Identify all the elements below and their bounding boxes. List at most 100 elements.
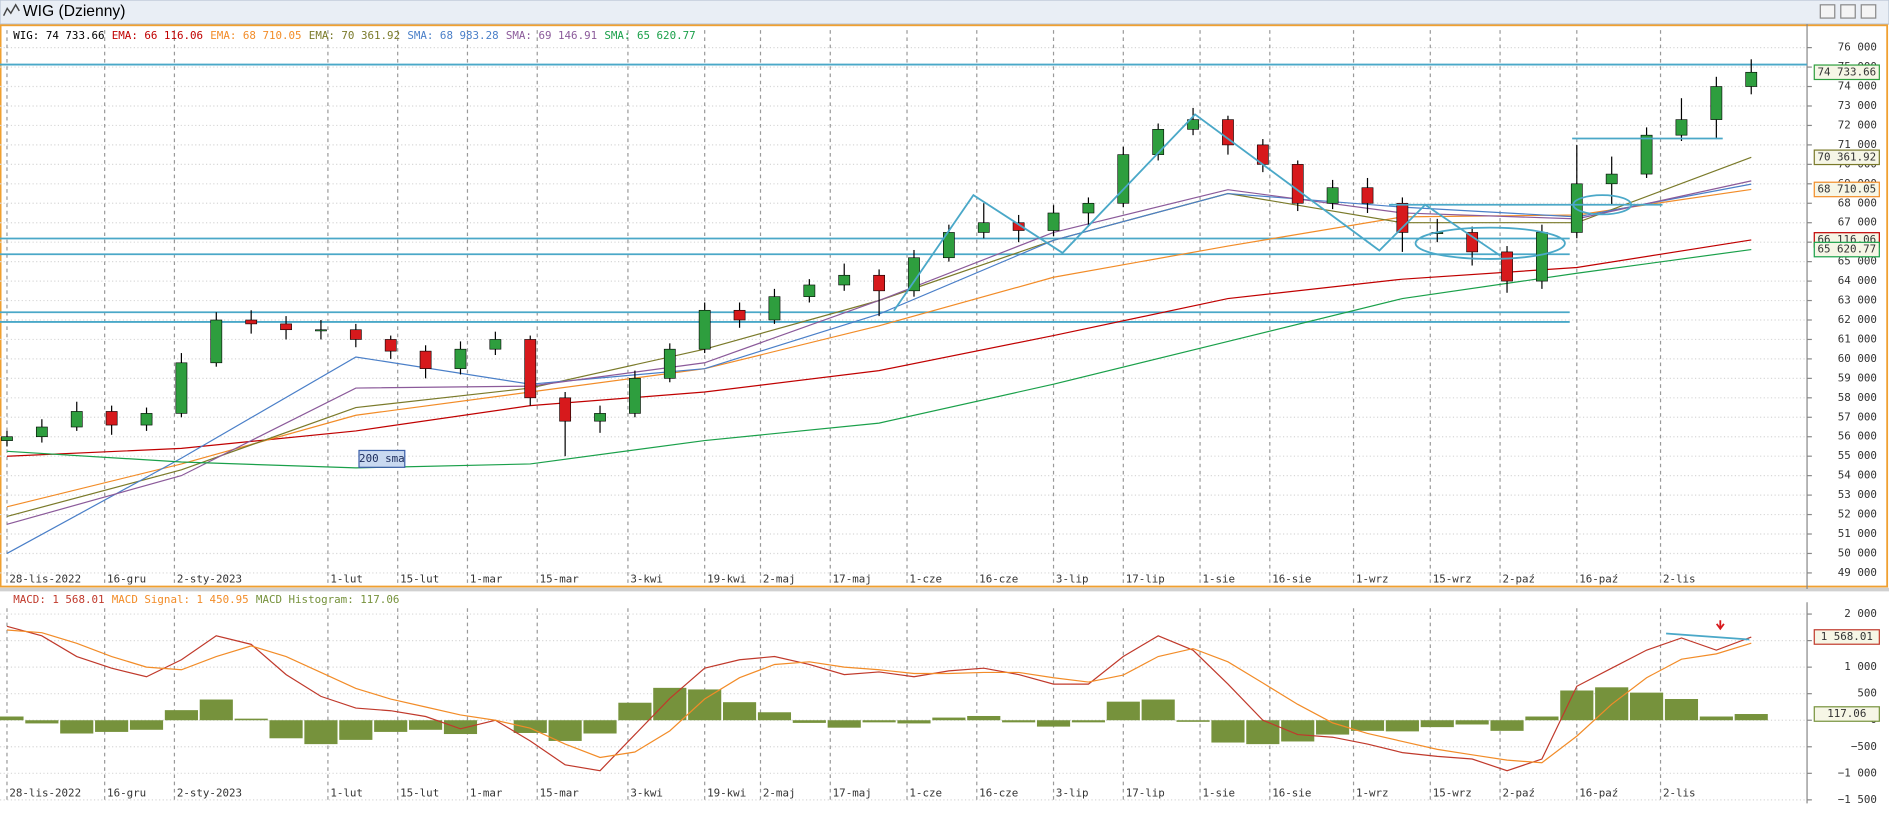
x-tick-label: 1-cze — [909, 787, 942, 800]
x-tick-label: 16-sie — [1272, 572, 1311, 585]
x-tick-label: 2-lis — [1663, 572, 1696, 585]
histogram-bar — [932, 717, 966, 721]
candle-body — [1640, 134, 1653, 175]
y-tick-label: 58 000 — [1838, 391, 1877, 404]
candle-body — [454, 348, 467, 369]
candle-body — [977, 222, 990, 233]
histogram-bar — [827, 720, 861, 728]
window-icon — [2, 3, 20, 16]
y-tick-label: 63 000 — [1838, 294, 1877, 307]
candle-body — [1501, 251, 1513, 282]
candle-body — [1117, 154, 1130, 204]
value-box-label: 1 568.01 — [1821, 630, 1873, 643]
candle-body — [1361, 187, 1374, 204]
title-bar — [0, 0, 1889, 25]
x-tick-label: 17-maj — [833, 787, 872, 800]
x-tick-label: 15-mar — [540, 787, 580, 800]
histogram-bar — [1455, 720, 1489, 725]
y-tick-label: 50 000 — [1838, 546, 1877, 559]
window-title: WIG (Dzienny) — [23, 3, 126, 20]
histogram-bar — [757, 712, 792, 721]
histogram-bar — [60, 720, 94, 734]
histogram-bar — [129, 720, 164, 730]
minimize-button[interactable] — [1819, 4, 1836, 19]
histogram-bar — [1420, 720, 1454, 728]
panel-separator — [0, 587, 1889, 592]
candle-body — [698, 309, 711, 350]
histogram-bar — [0, 716, 24, 721]
value-box — [1813, 149, 1880, 166]
x-tick-label: 28-lis-2022 — [9, 572, 81, 585]
histogram-bar — [25, 720, 59, 724]
candle-body — [1012, 222, 1025, 231]
x-tick-label: 1-wrz — [1356, 787, 1389, 800]
y-tick-label: 65 000 — [1838, 255, 1877, 268]
histogram-bar — [1664, 698, 1699, 721]
candle-body — [733, 309, 746, 321]
value-box-label: 70 361.92 — [1817, 150, 1876, 163]
y-tick-label: 67 000 — [1838, 216, 1877, 229]
x-tick-label: 1-mar — [470, 572, 503, 585]
candle-body — [1710, 86, 1723, 120]
histogram-bar — [1141, 699, 1175, 721]
x-tick-label: 2-maj — [763, 787, 796, 800]
histogram-bar — [1699, 716, 1733, 721]
x-tick-label: 16-gru — [107, 572, 146, 585]
histogram-bar — [234, 718, 268, 721]
x-tick-label: 3-kwi — [630, 787, 663, 800]
y-tick-label: −500 — [1851, 740, 1877, 753]
x-tick-label: 1-mar — [470, 787, 503, 800]
histogram-bar — [722, 702, 757, 721]
legend-entry: SMA: 68 983.28 — [407, 29, 498, 42]
y-tick-label: 71 000 — [1838, 138, 1877, 151]
y-tick-label: 1 000 — [1844, 660, 1877, 673]
restore-button[interactable] — [1840, 4, 1856, 19]
value-box — [1813, 64, 1880, 81]
x-tick-label: 2-paź — [1502, 787, 1535, 800]
value-box — [1813, 241, 1880, 258]
legend-entry: MACD: 1 568.01 — [13, 593, 104, 606]
histogram-bar — [1316, 720, 1350, 735]
x-tick-label: 1-lut — [330, 572, 363, 585]
annotation: 200 sma — [359, 452, 405, 465]
y-tick-label: 52 000 — [1838, 508, 1877, 521]
y-tick-label: −1 000 — [1838, 766, 1877, 779]
x-tick-label: 16-paź — [1579, 787, 1618, 800]
histogram-bar — [1106, 701, 1140, 721]
x-tick-label: 19-kwi — [707, 572, 746, 585]
y-tick-label: 2 000 — [1844, 607, 1877, 620]
histogram-bar — [967, 715, 1001, 721]
y-tick-label: 57 000 — [1838, 410, 1877, 423]
x-tick-label: 15-mar — [540, 572, 580, 585]
candle-body — [1605, 173, 1618, 185]
histogram-bar — [164, 710, 198, 721]
histogram-bar — [1350, 720, 1385, 731]
value-box — [1813, 181, 1880, 198]
candle-body — [105, 411, 118, 426]
x-tick-label: 2-sty-2023 — [177, 572, 242, 585]
candle-body — [629, 378, 641, 414]
moving-average — [6, 239, 1752, 457]
close-button[interactable] — [1860, 4, 1877, 19]
candle-body — [1152, 129, 1165, 155]
histogram-bar — [1036, 720, 1071, 727]
y-tick-label: 49 000 — [1838, 566, 1877, 579]
candle-body — [210, 319, 223, 364]
histogram-bar — [548, 720, 582, 741]
x-tick-label: 15-lut — [400, 787, 439, 800]
candle-body — [419, 350, 432, 369]
legend-entry: EMA: 66 116.06 — [112, 29, 203, 42]
legend-entry: EMA: 68 710.05 — [210, 29, 301, 42]
histogram-bar — [792, 720, 826, 723]
candle-body — [1675, 119, 1688, 136]
candle-body — [140, 413, 153, 426]
value-box-label: 117.06 — [1827, 707, 1866, 720]
candle-body — [873, 274, 885, 292]
y-tick-label: 500 — [1857, 687, 1877, 700]
y-tick-label: 51 000 — [1838, 527, 1877, 540]
candle-body — [35, 426, 48, 438]
histogram-bar — [199, 699, 233, 721]
histogram-bar — [1525, 716, 1559, 721]
x-tick-label: 16-gru — [107, 787, 146, 800]
